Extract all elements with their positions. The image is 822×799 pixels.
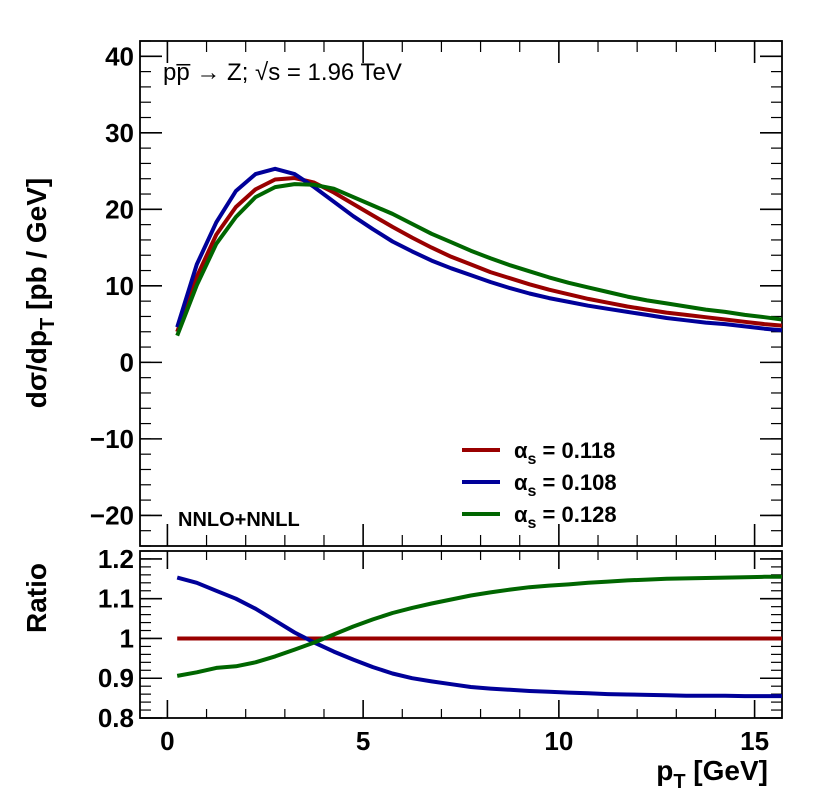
- main-series-line-1: [175, 166, 783, 333]
- ratio-panel: 0.8 0.9 1 1.1 1.2 0 5 10 15 Ratio pT [GeV]: [21, 544, 783, 793]
- process-annotation: pp̅ → Z; √s = 1.96 TeV: [163, 59, 402, 86]
- x-tick-label: 15: [740, 726, 769, 756]
- main-series-line-0: [175, 176, 783, 333]
- x-axis-subscript: T: [673, 771, 685, 793]
- main-y-axis-title: dσ/dpT [pb / GeV]: [21, 178, 59, 408]
- x-tick-label: 5: [356, 726, 370, 756]
- x-tick-label: 10: [544, 726, 573, 756]
- y-tick-label: 20: [105, 194, 134, 224]
- y-tick-label: 1.2: [98, 544, 134, 574]
- x-axis-unit: [GeV]: [686, 755, 768, 786]
- y-tick-label: 1.1: [98, 584, 134, 614]
- legend-label-2: αs = 0.128: [514, 502, 617, 532]
- y-tick-label: 0.8: [98, 703, 134, 733]
- ratio-series-line-2: [176, 574, 782, 678]
- main-plot-frame: [139, 40, 783, 547]
- main-y-axis-subscript: T: [37, 318, 59, 330]
- main-panel: −20 −10 0 10 20 30 40 dσ/dpT [pb / GeV] pp̅ → …: [21, 40, 783, 547]
- order-annotation: NNLO+NNLL: [178, 509, 300, 531]
- main-series-line-2: [175, 182, 783, 337]
- ratio-y-tick-labels: 0.8 0.9 1 1.1 1.2: [98, 544, 134, 733]
- main-series-group: [175, 166, 783, 337]
- x-axis-title: pT [GeV]: [656, 755, 768, 793]
- main-y-axis-unit: [pb / GeV]: [21, 178, 52, 318]
- x-tick-label: 0: [160, 726, 174, 756]
- y-tick-label: 40: [105, 41, 134, 71]
- legend-label-0: αs = 0.118: [514, 438, 615, 468]
- y-tick-label: −20: [90, 500, 134, 530]
- y-tick-label: 1: [120, 623, 134, 653]
- y-tick-label: 0.9: [98, 663, 134, 693]
- ratio-series-group: [176, 574, 782, 699]
- y-tick-label: 10: [105, 271, 134, 301]
- legend-label-1: αs = 0.108: [514, 470, 617, 500]
- ratio-plot-frame: [139, 550, 783, 719]
- x-tick-labels: 0 5 10 15: [160, 726, 769, 756]
- ratio-y-axis-title: Ratio: [21, 563, 52, 633]
- legend: αs = 0.118 αs = 0.108 αs = 0.128: [462, 438, 617, 532]
- ratio-series-line-1: [176, 575, 782, 699]
- main-y-tick-labels: −20 −10 0 10 20 30 40: [90, 41, 134, 530]
- y-tick-label: −10: [90, 424, 134, 454]
- y-tick-label: 30: [105, 118, 134, 148]
- main-axis-ticks: [140, 40, 782, 547]
- y-tick-label: 0: [120, 347, 134, 377]
